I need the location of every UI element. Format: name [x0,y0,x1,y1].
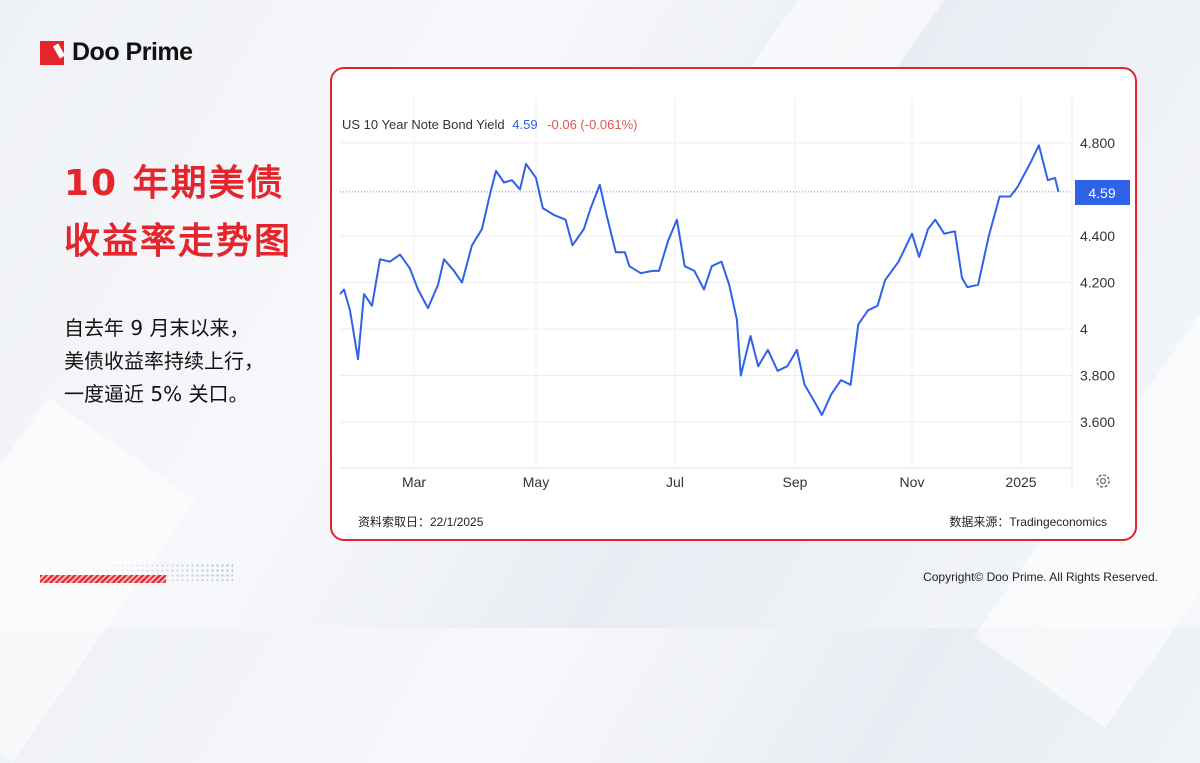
gear-icon[interactable] [1096,474,1110,488]
x-tick-label: 2025 [1005,474,1036,490]
brand-logo: Doo Prime [40,38,193,67]
description: 自去年 9 月末以来， 美债收益率持续上行， 一度逼近 5% 关口。 [64,312,264,411]
series-line [339,144,1060,416]
last-value-badge-text: 4.59 [1088,185,1115,201]
description-line: 美债收益率持续上行， [64,349,264,373]
headline-line: 10 年期美债 [64,163,285,204]
y-tick-label: 4 [1080,321,1088,337]
headline: 10 年期美债 收益率走势图 [64,155,292,271]
y-axis: 4.800 4.400 4.200 4 3.800 3.600 [1080,135,1115,430]
chart-title: US 10 Year Note Bond Yield 4.59 -0.06 (-… [342,117,638,132]
y-tick-label: 3.800 [1080,368,1115,384]
y-tick-label: 3.600 [1080,414,1115,430]
description-line: 自去年 9 月末以来， [64,316,250,340]
x-tick-label: Jul [666,474,684,490]
logo-icon [40,40,64,65]
x-axis: Mar May Jul Sep Nov 2025 [402,474,1037,490]
y-tick-label: 4.200 [1080,275,1115,291]
source-provider: 数据来源：Tradingeconomics [949,515,1107,529]
y-tick-label: 4.800 [1080,135,1115,151]
y-tick-label: 4.400 [1080,228,1115,244]
x-tick-label: Sep [783,474,808,490]
change-value: -0.06 (-0.061%) [547,117,637,132]
headline-line: 收益率走势图 [64,221,293,262]
grid [340,97,1073,490]
copyright: Copyright© Doo Prime. All Rights Reserve… [923,570,1158,584]
decorative-stripe [40,575,166,583]
source-date: 资料索取日：22/1/2025 [358,515,484,529]
yield-chart: US 10 Year Note Bond Yield 4.59 -0.06 (-… [339,97,1130,490]
x-tick-label: Mar [402,474,426,490]
x-tick-label: May [523,474,549,490]
chart-title-text: US 10 Year Note Bond Yield [342,117,505,132]
last-value-badge [1075,180,1130,205]
x-tick-label: Nov [900,474,925,490]
logo-text: Doo Prime [72,38,193,66]
last-value: 4.59 [512,117,537,132]
description-line: 一度逼近 5% 关口。 [64,382,249,406]
